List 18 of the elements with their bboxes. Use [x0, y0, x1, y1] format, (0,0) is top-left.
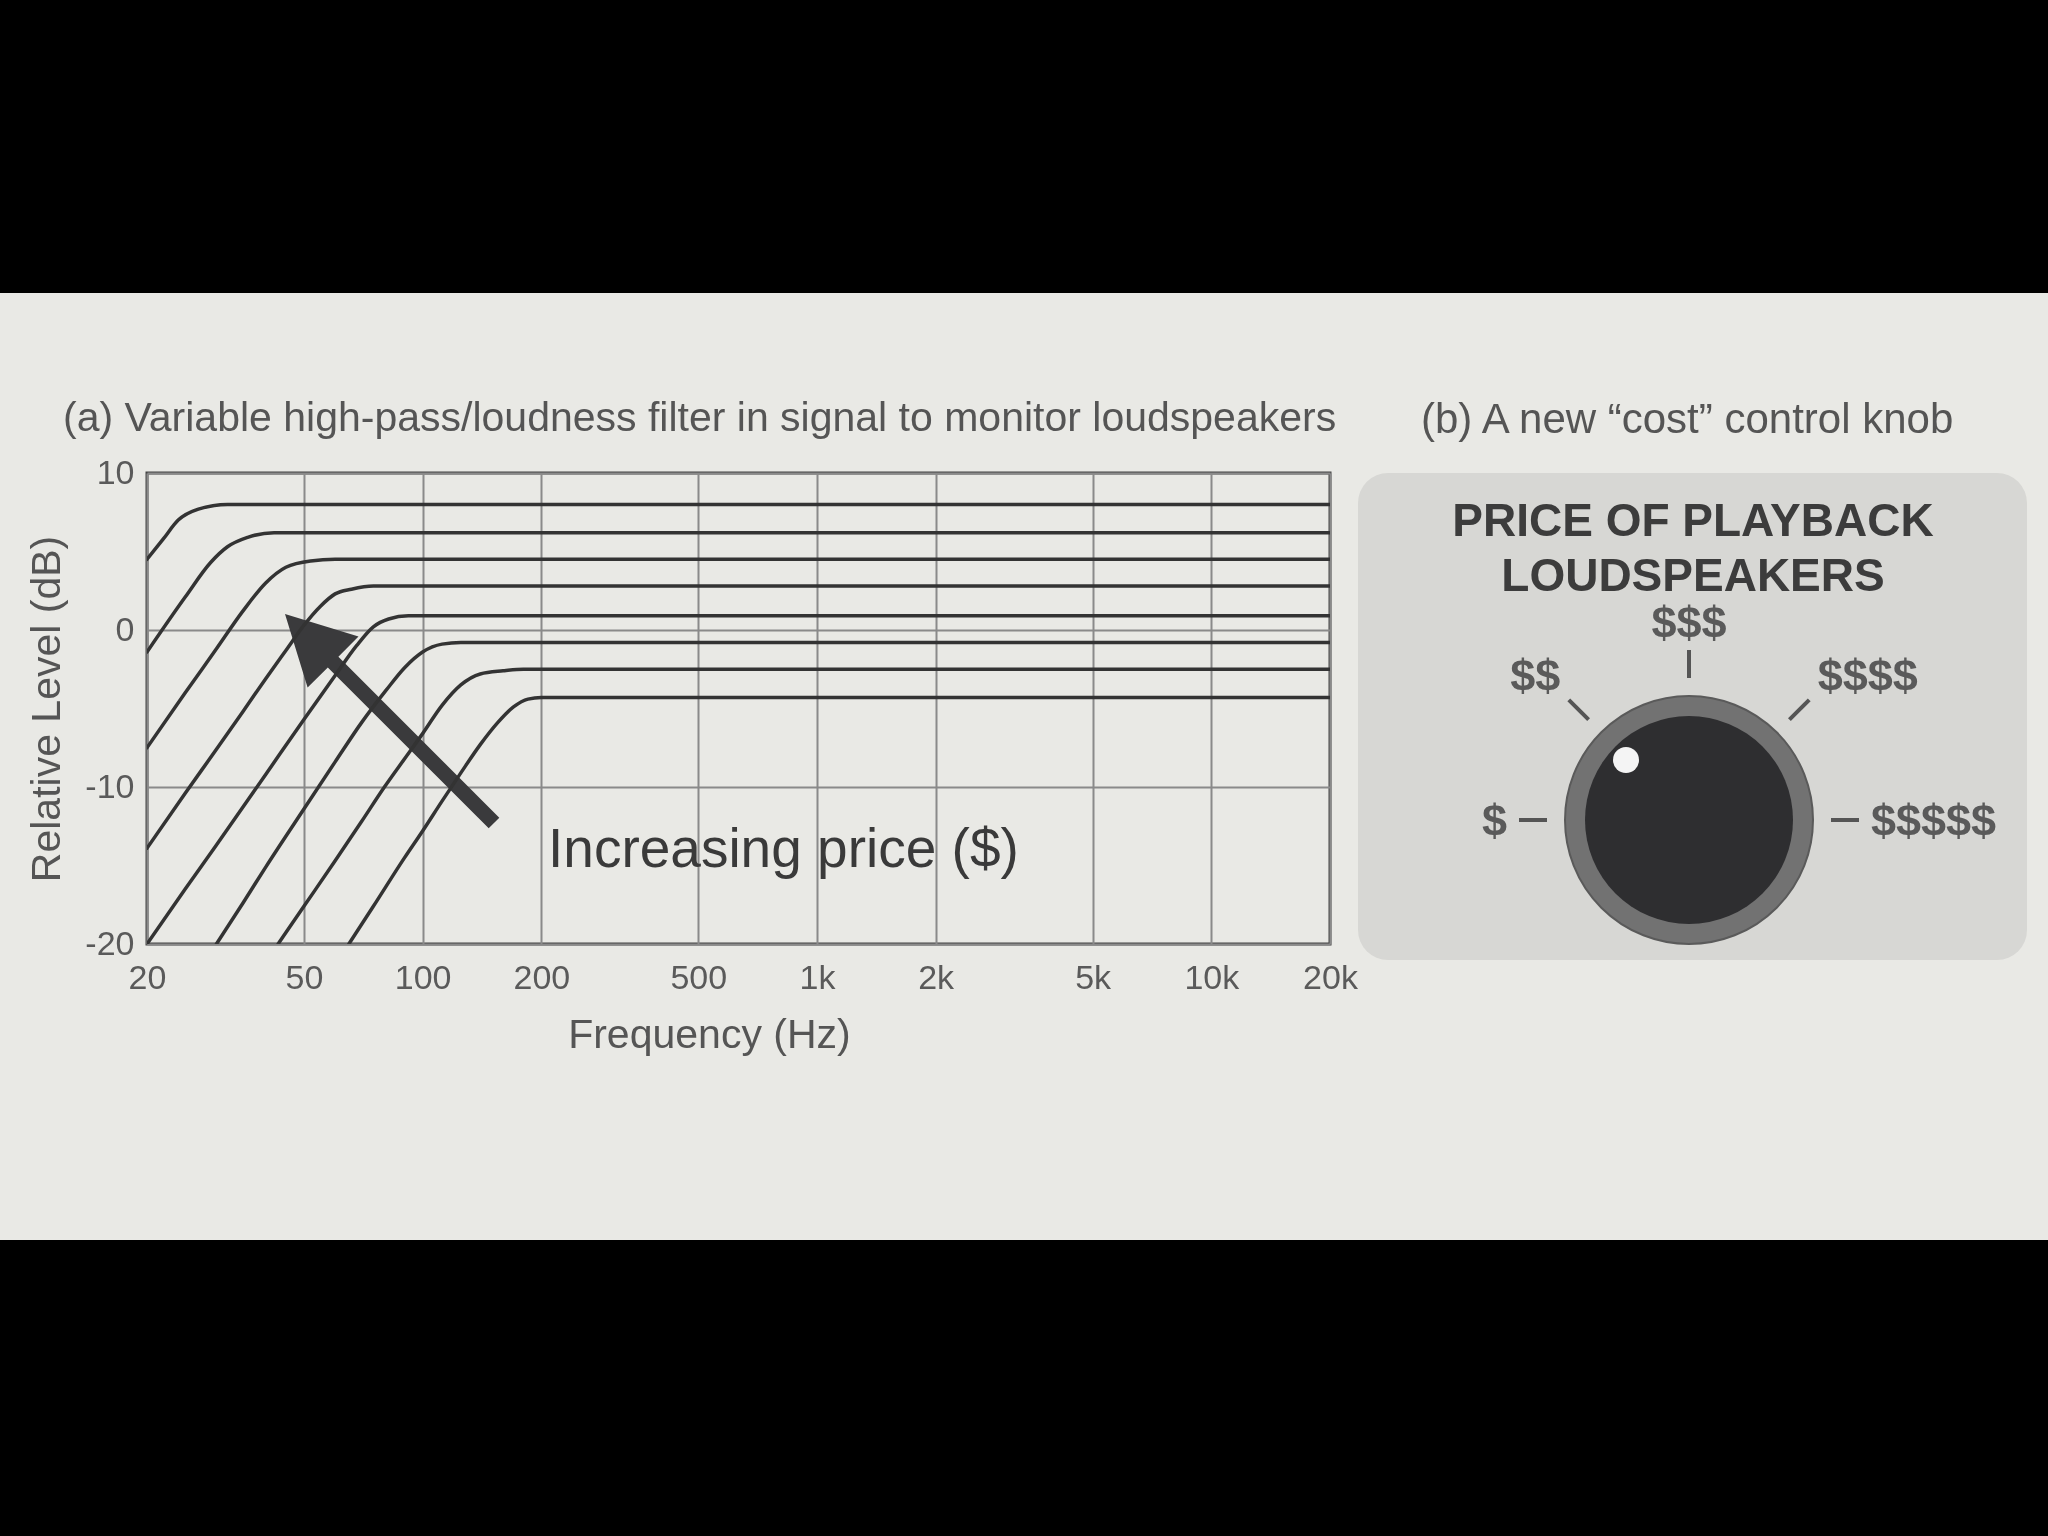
x-tick-label: 100	[394, 957, 452, 996]
y-tick-label: 0	[115, 609, 135, 648]
annotation: Increasing price ($)	[548, 816, 1019, 879]
x-tick-label: 1k	[799, 957, 837, 996]
x-axis-title: Frequency (Hz)	[568, 1010, 851, 1057]
y-axis-title: Relative Level (dB)	[23, 535, 70, 883]
x-tick-label: 10k	[1184, 957, 1241, 996]
x-tick-label: 500	[670, 957, 728, 996]
x-tick-label: 200	[513, 957, 571, 996]
chart-title: (a) Variable high-pass/loudness filter in signal to monitor loudspeakers	[63, 394, 1337, 440]
card: PRICE OF PLAYBACK LOUDSPEAKERS $ $$ $$$ $$$$ $$$$$	[1358, 473, 2027, 960]
x-tick-label: 50	[285, 957, 324, 996]
x-tick-label: 20k	[1303, 957, 1359, 996]
x-tick-label: 5k	[1075, 957, 1113, 996]
y-tick-label: -10	[85, 766, 135, 805]
y-tick-label: 10	[96, 452, 135, 491]
x-tick-label: 2k	[918, 957, 956, 996]
text: (b) A new “cost” control knob	[1421, 395, 1954, 443]
